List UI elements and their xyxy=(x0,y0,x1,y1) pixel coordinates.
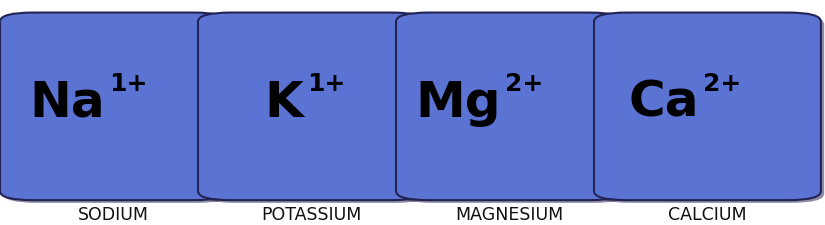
Text: Ca: Ca xyxy=(629,79,700,126)
Text: Na: Na xyxy=(30,79,106,126)
FancyBboxPatch shape xyxy=(0,14,227,200)
Text: POTASSIUM: POTASSIUM xyxy=(262,205,361,223)
Text: 1+: 1+ xyxy=(308,71,346,95)
FancyBboxPatch shape xyxy=(396,14,623,200)
FancyBboxPatch shape xyxy=(594,14,821,200)
Text: CALCIUM: CALCIUM xyxy=(668,205,747,223)
Text: SODIUM: SODIUM xyxy=(78,205,149,223)
FancyBboxPatch shape xyxy=(201,16,428,203)
Text: 2+: 2+ xyxy=(505,71,544,95)
Text: MAGNESIUM: MAGNESIUM xyxy=(455,205,563,223)
FancyBboxPatch shape xyxy=(198,14,425,200)
Text: K: K xyxy=(265,79,304,126)
Text: 1+: 1+ xyxy=(109,71,148,95)
Text: Mg: Mg xyxy=(416,79,502,126)
FancyBboxPatch shape xyxy=(3,16,230,203)
FancyBboxPatch shape xyxy=(399,16,626,203)
FancyBboxPatch shape xyxy=(597,16,824,203)
Text: 2+: 2+ xyxy=(703,71,742,95)
